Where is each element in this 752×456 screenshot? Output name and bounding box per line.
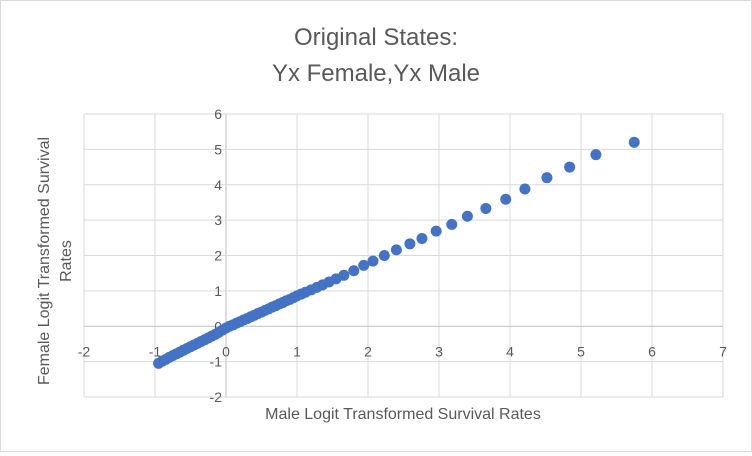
data-point — [500, 193, 512, 205]
x-tick-label: -1 — [149, 343, 162, 359]
data-point — [590, 149, 602, 161]
data-point — [390, 244, 402, 256]
data-point — [338, 269, 350, 281]
x-tick-label: 6 — [648, 343, 656, 359]
data-point — [461, 210, 473, 222]
data-point — [348, 265, 360, 277]
x-tick-label: 7 — [719, 343, 727, 359]
x-tick-label: -2 — [78, 343, 91, 359]
x-tick-label: 0 — [222, 343, 230, 359]
chart-title-line-1: Original States: — [294, 24, 458, 51]
y-tick-label: 0 — [214, 318, 222, 334]
y-axis-label-line-2: Rates — [58, 240, 75, 282]
y-tick-label: 4 — [214, 177, 222, 193]
data-point — [367, 255, 379, 267]
data-point — [446, 218, 458, 230]
data-point — [541, 172, 553, 184]
y-tick-label: 6 — [214, 106, 222, 122]
y-tick-label: 3 — [214, 212, 222, 228]
y-axis-label-line-1: Female Logit Transformed Survival — [36, 137, 53, 385]
x-axis-label: Male Logit Transformed Survival Rates — [265, 406, 541, 423]
x-tick-label: 5 — [577, 343, 585, 359]
data-point — [358, 259, 370, 271]
y-tick-label: -2 — [210, 389, 223, 405]
data-point — [480, 202, 492, 214]
chart-title-line-2: Yx Female,Yx Male — [272, 60, 480, 87]
x-tick-label: 2 — [364, 343, 372, 359]
x-tick-label: 3 — [435, 343, 443, 359]
data-point — [628, 136, 640, 148]
x-tick-label: 4 — [506, 343, 514, 359]
y-tick-label: 5 — [214, 141, 222, 157]
x-tick-label: 1 — [293, 343, 301, 359]
y-tick-label: -1 — [210, 354, 223, 370]
data-point — [430, 225, 442, 237]
data-point — [378, 250, 390, 261]
data-point — [519, 183, 531, 195]
y-tick-label: 1 — [214, 283, 222, 299]
y-tick-label: 2 — [214, 248, 222, 264]
data-point — [564, 161, 576, 173]
data-point — [404, 238, 416, 250]
data-point — [416, 233, 428, 245]
